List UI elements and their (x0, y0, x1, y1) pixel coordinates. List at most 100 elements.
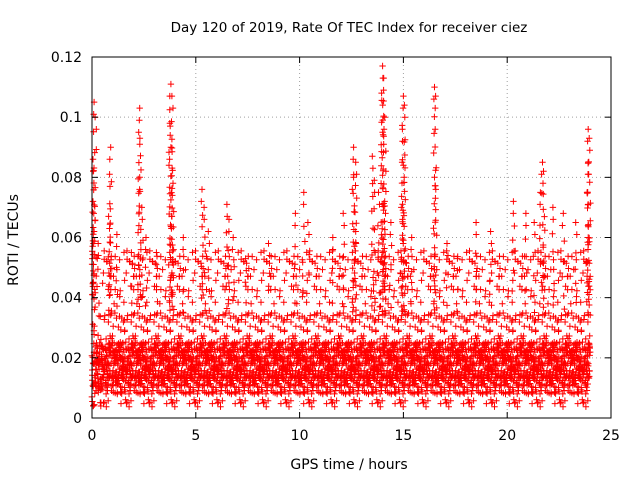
roti-point (256, 340, 263, 347)
data-points (88, 62, 594, 410)
roti-point (104, 359, 111, 366)
roti-point (235, 277, 242, 284)
roti-point (157, 253, 164, 260)
roti-point (167, 388, 175, 395)
roti-point (112, 253, 119, 260)
roti-point (155, 367, 162, 374)
roti-point (189, 316, 197, 324)
roti-point (171, 390, 178, 398)
roti-point (120, 358, 128, 366)
roti-point (195, 359, 203, 366)
roti-point (207, 293, 215, 300)
roti-point (117, 287, 124, 294)
roti-point (185, 389, 193, 396)
roti-point (103, 353, 110, 360)
roti-point (143, 249, 151, 256)
roti-point (196, 397, 203, 404)
roti-point (192, 312, 200, 319)
roti-point (138, 380, 146, 387)
roti-point (218, 359, 226, 366)
roti-point (215, 247, 222, 255)
roti-point (192, 247, 199, 255)
roti-point (257, 358, 265, 366)
roti-point (230, 380, 237, 387)
roti-point (146, 247, 153, 255)
roti-point (192, 399, 199, 406)
roti-point (89, 354, 96, 361)
roti-point (215, 312, 223, 319)
roti-point (94, 332, 102, 339)
roti-point (164, 390, 171, 397)
roti-point (217, 377, 224, 384)
roti-point (210, 340, 218, 347)
roti-point (162, 383, 170, 390)
roti-point (110, 323, 117, 330)
roti-point (260, 269, 267, 277)
roti-point (217, 390, 224, 398)
roti-point (230, 256, 237, 263)
roti-point (248, 309, 256, 317)
roti-point (258, 327, 265, 334)
roti-point (258, 277, 265, 284)
roti-point (132, 332, 139, 340)
roti-point (242, 397, 249, 404)
roti-point (99, 280, 106, 287)
roti-point (159, 266, 166, 273)
roti-point (103, 384, 111, 391)
roti-point (247, 323, 254, 330)
roti-point (212, 299, 219, 306)
roti-point (188, 340, 195, 347)
roti-point (139, 287, 147, 294)
roti-point (239, 390, 247, 398)
roti-point (141, 353, 149, 360)
roti-point (136, 266, 143, 273)
roti-point (144, 277, 151, 284)
roti-point (101, 247, 108, 255)
roti-point (212, 249, 219, 256)
roti-point (98, 382, 106, 390)
roti-point (125, 377, 133, 384)
roti-point (124, 312, 131, 319)
roti-point (263, 403, 270, 410)
roti-point (189, 249, 196, 256)
roti-point (242, 318, 249, 326)
roti-point (242, 283, 250, 290)
roti-point (95, 312, 103, 320)
roti-point (154, 265, 161, 272)
roti-point (224, 273, 231, 280)
roti-point (227, 266, 235, 273)
roti-point (128, 318, 135, 326)
roti-point (187, 390, 194, 397)
roti-point (152, 260, 159, 267)
roti-point (185, 383, 193, 390)
roti-point (180, 253, 187, 260)
roti-point (117, 400, 125, 407)
roti-point (109, 332, 116, 340)
roti-point (235, 327, 243, 334)
roti-point (226, 253, 233, 260)
roti-point (157, 309, 164, 317)
roti-point (201, 367, 208, 374)
roti-point (100, 399, 108, 406)
roti-point (233, 353, 240, 360)
roti-point (127, 359, 134, 366)
roti-point (171, 403, 178, 410)
roti-point (194, 353, 201, 360)
roti-point (219, 318, 226, 326)
roti-point (101, 312, 108, 319)
roti-point (238, 247, 245, 255)
roti-point (236, 388, 243, 395)
roti-point (230, 293, 238, 300)
roti-point (254, 383, 261, 390)
roti-point (121, 316, 128, 324)
roti-point (236, 338, 244, 346)
roti-point (127, 397, 135, 404)
roti-point (157, 286, 165, 293)
roti-point (195, 258, 202, 265)
roti-point (150, 359, 157, 366)
roti-point (238, 399, 245, 406)
roti-point (155, 323, 163, 330)
roti-point (247, 273, 254, 280)
roti-point (125, 390, 133, 398)
